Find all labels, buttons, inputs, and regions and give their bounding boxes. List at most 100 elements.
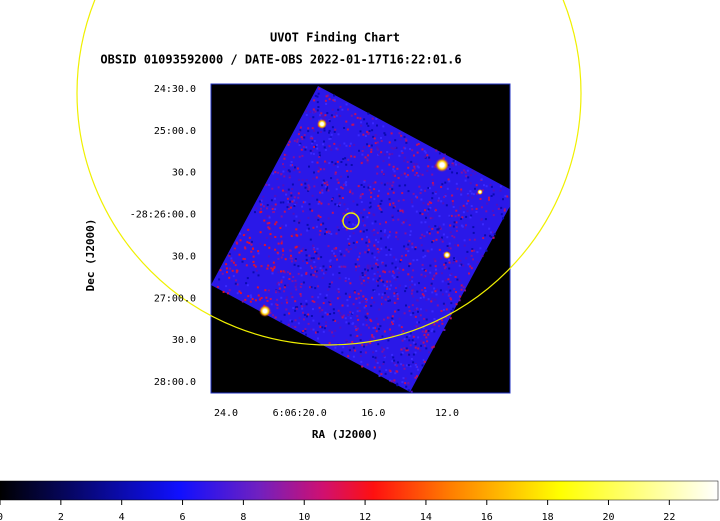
noise-pixel [434, 268, 437, 271]
noise-pixel [259, 231, 262, 234]
noise-pixel [373, 228, 376, 231]
noise-pixel [298, 155, 301, 158]
noise-pixel [312, 177, 315, 180]
noise-pixel [326, 186, 329, 189]
noise-pixel [367, 112, 370, 115]
noise-pixel [337, 229, 340, 232]
noise-pixel [361, 272, 364, 274]
noise-pixel [417, 321, 420, 324]
noise-pixel [273, 266, 276, 269]
noise-pixel [370, 191, 373, 194]
noise-pixel [370, 196, 372, 199]
noise-pixel [358, 296, 361, 299]
noise-pixel [440, 238, 442, 241]
noise-pixel [309, 117, 312, 120]
noise-pixel [274, 195, 276, 198]
noise-pixel [421, 364, 424, 367]
noise-pixel [389, 280, 392, 283]
noise-pixel [374, 267, 377, 270]
noise-pixel [360, 333, 362, 336]
noise-pixel [352, 355, 355, 358]
noise-pixel [313, 99, 316, 102]
noise-pixel [286, 284, 289, 287]
noise-pixel [460, 190, 463, 193]
noise-pixel [458, 299, 461, 302]
noise-pixel [372, 122, 374, 125]
noise-pixel [334, 255, 337, 258]
noise-pixel [366, 363, 369, 366]
noise-pixel [502, 198, 504, 201]
noise-pixel [392, 181, 395, 184]
noise-pixel [277, 257, 280, 260]
noise-pixel [338, 202, 341, 205]
noise-pixel [271, 208, 274, 210]
noise-pixel [298, 130, 301, 133]
noise-pixel [391, 323, 394, 325]
noise-pixel [360, 121, 363, 124]
noise-pixel [295, 245, 298, 248]
noise-pixel [291, 183, 294, 186]
noise-pixel [287, 169, 290, 172]
noise-pixel [371, 230, 374, 233]
noise-pixel [394, 363, 397, 366]
noise-pixel [311, 142, 314, 145]
noise-pixel [283, 166, 286, 168]
noise-pixel [408, 240, 411, 243]
noise-pixel [312, 152, 315, 155]
noise-pixel [299, 293, 302, 296]
source [443, 251, 451, 259]
noise-pixel [341, 304, 344, 307]
noise-pixel [260, 297, 263, 299]
noise-pixel [311, 149, 314, 152]
noise-pixel [310, 286, 313, 289]
noise-pixel [356, 315, 359, 318]
noise-pixel [323, 129, 326, 132]
noise-pixel [327, 217, 330, 220]
noise-pixel [368, 212, 371, 214]
noise-pixel [309, 265, 312, 268]
noise-pixel [380, 208, 383, 211]
noise-pixel [365, 305, 367, 307]
noise-pixel [448, 261, 451, 264]
noise-pixel [422, 359, 425, 362]
noise-pixel [283, 175, 286, 178]
noise-pixel [502, 217, 505, 220]
noise-pixel [453, 221, 456, 224]
noise-pixel [278, 283, 281, 286]
noise-pixel [313, 171, 315, 174]
noise-pixel [425, 298, 428, 301]
noise-pixel [336, 148, 339, 151]
noise-pixel [303, 318, 305, 321]
noise-pixel [374, 166, 377, 169]
noise-pixel [292, 156, 295, 159]
noise-pixel [349, 311, 352, 314]
noise-pixel [393, 276, 396, 279]
noise-pixel [288, 140, 291, 143]
noise-pixel [360, 301, 363, 304]
noise-pixel [420, 244, 423, 247]
noise-pixel [334, 128, 337, 131]
noise-pixel [314, 110, 317, 113]
noise-pixel [260, 265, 263, 268]
noise-pixel [349, 235, 352, 238]
noise-pixel [366, 216, 369, 219]
noise-pixel [472, 226, 475, 229]
noise-pixel [283, 157, 286, 160]
noise-pixel [319, 229, 322, 232]
noise-pixel [427, 273, 430, 276]
noise-pixel [374, 142, 377, 145]
noise-pixel [297, 265, 300, 268]
noise-pixel [335, 114, 338, 117]
noise-pixel [280, 302, 283, 305]
noise-pixel [361, 344, 364, 347]
noise-pixel [225, 285, 228, 288]
noise-pixel [414, 363, 417, 366]
noise-pixel [455, 163, 457, 166]
noise-pixel [381, 169, 384, 172]
noise-pixel [252, 247, 254, 250]
noise-pixel [359, 130, 362, 133]
noise-pixel [372, 135, 375, 138]
noise-pixel [365, 298, 368, 301]
noise-pixel [352, 322, 355, 325]
noise-pixel [375, 317, 378, 320]
